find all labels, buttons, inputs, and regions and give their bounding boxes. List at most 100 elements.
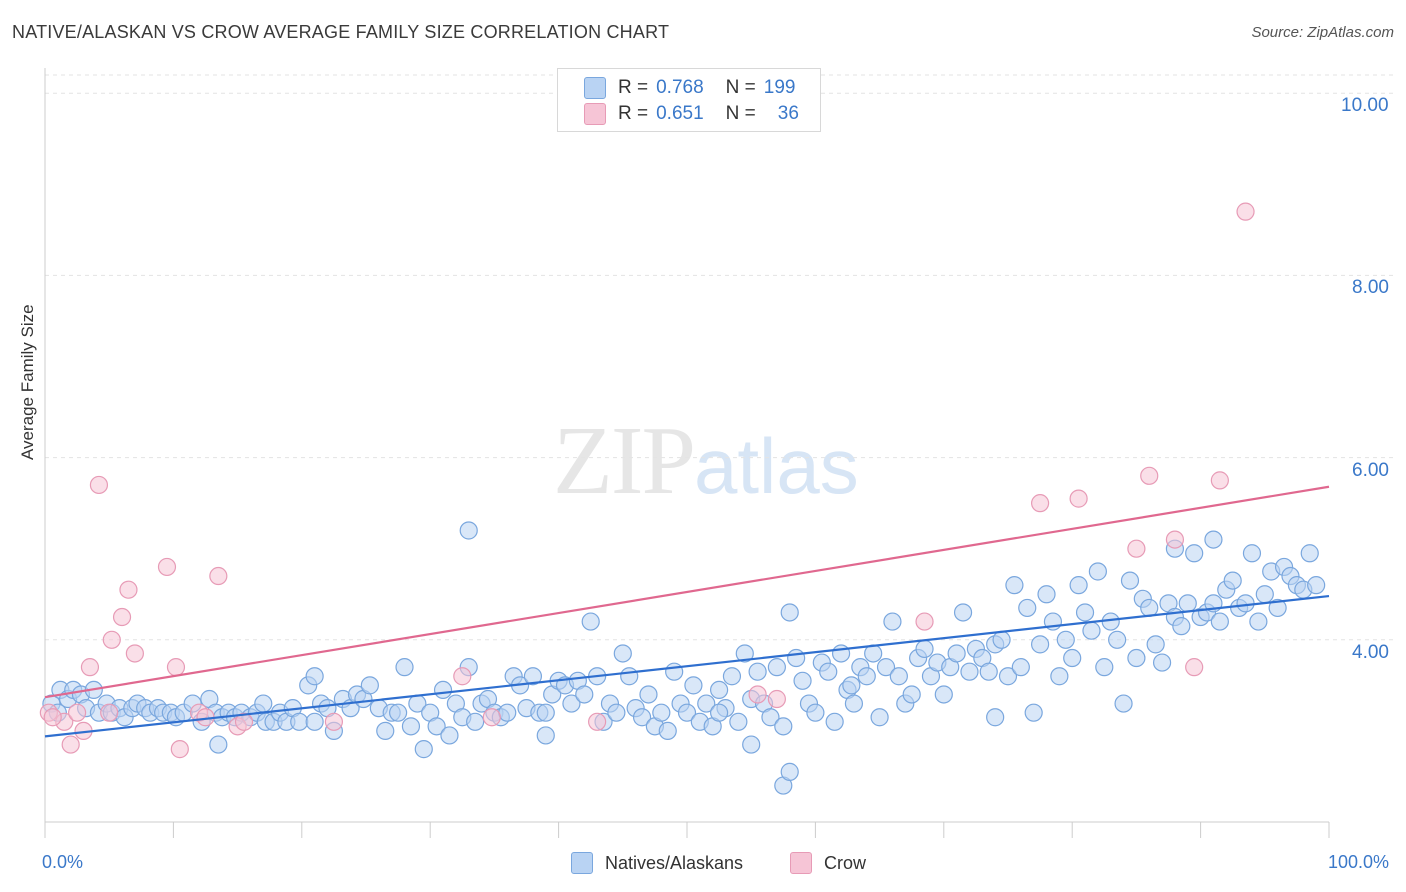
- crow-point: [1140, 466, 1159, 485]
- crow-point: [234, 712, 254, 731]
- native-point: [433, 680, 453, 700]
- native-point: [780, 603, 799, 622]
- chart-title: NATIVE/ALASKAN VS CROW AVERAGE FAMILY SI…: [12, 22, 670, 42]
- crow-point: [112, 607, 132, 627]
- crow-point: [1165, 530, 1185, 549]
- native-point: [395, 658, 414, 677]
- native-point: [1018, 598, 1037, 618]
- native-point: [677, 703, 697, 722]
- legend-r-value: 0.768: [656, 77, 704, 98]
- native-point: [536, 726, 555, 745]
- native-point: [1069, 576, 1088, 595]
- native-point: [1082, 621, 1101, 640]
- legend-item-crow[interactable]: Crow: [790, 852, 866, 874]
- native-trend-line: [44, 594, 1330, 738]
- x-tick-label-min: 0.0%: [42, 852, 84, 872]
- native-point: [389, 703, 408, 722]
- native-point: [414, 740, 433, 759]
- native-point: [1210, 612, 1229, 631]
- native-point: [729, 712, 748, 731]
- legend-r-label: R =: [618, 77, 649, 98]
- legend-n-label: N =: [725, 77, 756, 98]
- native-point: [459, 521, 478, 540]
- y-axis-label: Average Family Size: [18, 304, 37, 460]
- native-point: [581, 612, 600, 631]
- native-point: [825, 712, 844, 731]
- correlation-legend: R = 0.768 N = 199 R = 0.651 N = 36: [557, 68, 821, 132]
- native-point: [1075, 603, 1095, 622]
- native-point: [1024, 703, 1043, 722]
- crow-point: [209, 566, 228, 586]
- legend-swatch-crow: [790, 852, 812, 874]
- native-point: [1140, 598, 1159, 618]
- y-tick-label: 10.00: [1341, 95, 1389, 117]
- native-point: [613, 644, 632, 663]
- native-point: [953, 603, 973, 622]
- native-point: [620, 667, 639, 686]
- crow-trend-line: [44, 485, 1330, 699]
- watermark-atlas: atlas: [694, 422, 859, 510]
- legend-swatch-crow: [584, 103, 606, 125]
- native-point: [1223, 571, 1242, 590]
- watermark-zip: ZIP: [553, 407, 696, 515]
- native-point: [767, 658, 786, 677]
- crow-point: [324, 712, 343, 731]
- source-label: Source: ZipAtlas.com: [1251, 24, 1394, 41]
- native-point: [360, 676, 379, 695]
- crow-point: [102, 630, 121, 649]
- native-point: [934, 685, 953, 704]
- native-point: [1268, 598, 1287, 618]
- legend-item-label: Crow: [824, 852, 867, 873]
- native-point: [986, 708, 1005, 727]
- native-point: [722, 667, 742, 686]
- native-point: [1185, 544, 1204, 563]
- native-point: [876, 658, 896, 677]
- native-point: [787, 648, 806, 668]
- crow-point: [1236, 202, 1255, 221]
- native-point: [1172, 617, 1191, 636]
- native-point: [466, 712, 485, 731]
- native-point: [1095, 658, 1114, 677]
- crow-point: [453, 667, 472, 686]
- native-point: [831, 644, 851, 663]
- native-point: [1242, 544, 1262, 563]
- native-point: [883, 612, 902, 631]
- native-point: [998, 667, 1018, 686]
- native-point: [523, 667, 543, 686]
- native-point: [684, 676, 703, 695]
- native-point: [1037, 585, 1056, 604]
- native-point: [992, 630, 1011, 649]
- native-point: [697, 694, 716, 713]
- native-point: [1146, 635, 1165, 654]
- native-point: [1152, 653, 1172, 672]
- legend-row-natives: R = 0.768 N = 199: [584, 76, 795, 100]
- native-point: [1120, 571, 1140, 590]
- native-point: [1249, 612, 1268, 631]
- native-point: [1005, 576, 1024, 595]
- native-point: [709, 680, 729, 700]
- native-point: [427, 717, 446, 736]
- native-point: [1108, 630, 1127, 649]
- native-point: [607, 703, 626, 722]
- native-point: [1030, 635, 1050, 654]
- native-point: [1088, 562, 1107, 581]
- crow-point: [1210, 471, 1229, 490]
- legend-swatch-natives: [584, 77, 606, 99]
- native-point: [1127, 648, 1146, 668]
- native-point: [305, 712, 324, 731]
- native-point: [209, 735, 228, 754]
- crow-point: [915, 612, 934, 631]
- legend-swatch-natives: [571, 852, 593, 874]
- native-point: [562, 694, 581, 713]
- native-point: [290, 712, 309, 731]
- y-tick-label: 6.00: [1352, 459, 1389, 481]
- legend-item-natives[interactable]: Natives/Alaskans: [571, 852, 743, 874]
- crow-point: [80, 658, 100, 677]
- native-point: [401, 717, 421, 736]
- native-point: [639, 685, 658, 704]
- native-point: [1307, 576, 1326, 595]
- native-point: [842, 676, 861, 695]
- native-point: [652, 703, 671, 722]
- native-point: [709, 703, 729, 722]
